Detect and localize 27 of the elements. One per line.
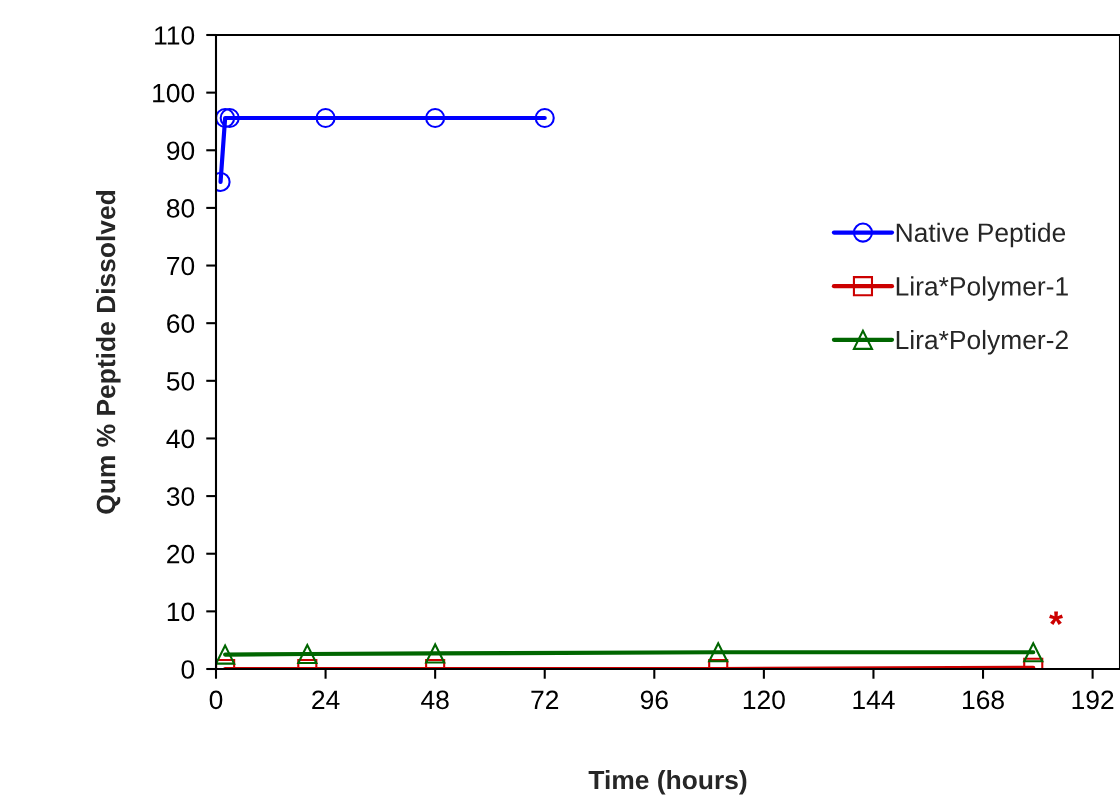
y-tick-label: 10 — [167, 602, 195, 622]
y-tick-label: 50 — [166, 371, 195, 391]
y-tick-label: 110 — [155, 26, 195, 45]
x-tick-label: 24 — [312, 690, 340, 709]
y-tick-label: 70 — [167, 256, 195, 276]
x-tick-label: 168 — [963, 690, 1004, 710]
y-tick-label: 20 — [167, 544, 195, 564]
y-tick-label: 0 — [181, 660, 195, 679]
y-tick-label: 100 — [153, 83, 195, 103]
x-tick-label: 144 — [853, 690, 895, 709]
x-tick-label: 0 — [209, 690, 223, 710]
y-tick-label: 60 — [167, 314, 195, 333]
y-tick-label: 30 — [166, 487, 195, 506]
x-tick-label: 72 — [531, 690, 559, 709]
x-tick-label: 48 — [421, 690, 449, 710]
y-tick-label: 80 — [166, 199, 195, 218]
x-tick-label: 96 — [640, 690, 668, 710]
y-tick-label: 90 — [167, 141, 195, 161]
x-axis-title: Time (hours) — [588, 769, 747, 795]
y-tick-label: 40 — [166, 429, 195, 449]
legend-label: Native Peptide — [896, 222, 1066, 248]
x-tick-label: 192 — [1072, 690, 1114, 710]
y-axis-title: Qum % Peptide Dissolved — [95, 190, 121, 514]
legend-label: Lira*Polymer-1 — [896, 276, 1068, 301]
legend-label: Lira*Polymer-2 — [896, 329, 1068, 355]
x-tick-label: 120 — [743, 690, 785, 710]
annotation: * — [1049, 611, 1063, 625]
